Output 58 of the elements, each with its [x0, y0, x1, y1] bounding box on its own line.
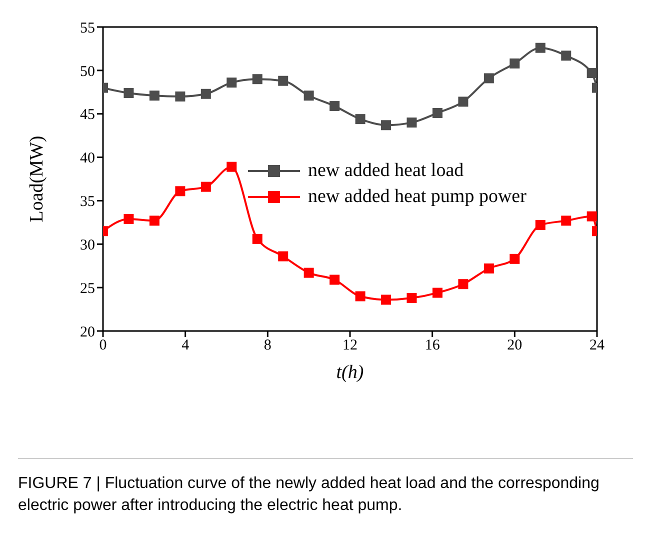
y-axis-title: Load(MW) [26, 136, 48, 222]
x-tick-label: 12 [342, 338, 358, 354]
x-tick-label: 24 [590, 338, 605, 354]
point [535, 42, 546, 53]
point [586, 211, 597, 222]
point [535, 220, 546, 230]
point [226, 162, 237, 172]
y-tick-label: 30 [80, 237, 95, 254]
point [175, 186, 186, 196]
x-tick-label: 8 [264, 338, 272, 354]
point [484, 73, 494, 84]
point [381, 120, 392, 130]
point [330, 274, 340, 285]
caption: FIGURE 7 | Fluctuation curve of the newly added heat load and the corresponding electric power after introducing the electric heat pump. [18, 474, 600, 516]
x-axis-title: t(h) [336, 362, 364, 383]
y-tick-label: 20 [80, 324, 95, 340]
point [510, 254, 520, 264]
point [330, 101, 340, 112]
point [304, 268, 314, 278]
point [561, 216, 572, 226]
point [355, 291, 366, 302]
point [252, 234, 262, 244]
legend-label: new added heat pump power [308, 186, 526, 208]
x-tick-label: 20 [507, 338, 522, 354]
point [304, 90, 314, 101]
y-tick-label: 35 [80, 194, 95, 210]
point [200, 88, 211, 99]
x-tick-label: 4 [182, 338, 190, 354]
point [278, 76, 288, 86]
point [510, 58, 520, 68]
y-tick-label: 50 [80, 64, 95, 80]
point [149, 90, 160, 101]
y-tick-label: 40 [80, 150, 95, 167]
point [458, 96, 468, 107]
point [432, 288, 442, 298]
point [124, 214, 134, 224]
y-tick-label: 25 [80, 280, 95, 297]
point [149, 216, 160, 226]
point [355, 114, 366, 124]
point [432, 108, 442, 118]
point [175, 91, 186, 102]
point [484, 263, 494, 274]
point [381, 294, 392, 305]
point [406, 118, 417, 128]
point [278, 251, 288, 262]
legend-label: new added heat load [308, 160, 464, 182]
point [406, 292, 417, 303]
x-tick-label: 16 [424, 338, 440, 354]
point [458, 279, 468, 290]
point [586, 68, 597, 78]
y-tick-label: 45 [80, 107, 95, 124]
point [226, 78, 237, 88]
point [252, 74, 262, 84]
point [200, 182, 211, 192]
point [561, 50, 572, 61]
point [124, 88, 134, 98]
x-tick-label: 0 [99, 338, 107, 354]
y-tick-label: 55 [80, 20, 95, 36]
